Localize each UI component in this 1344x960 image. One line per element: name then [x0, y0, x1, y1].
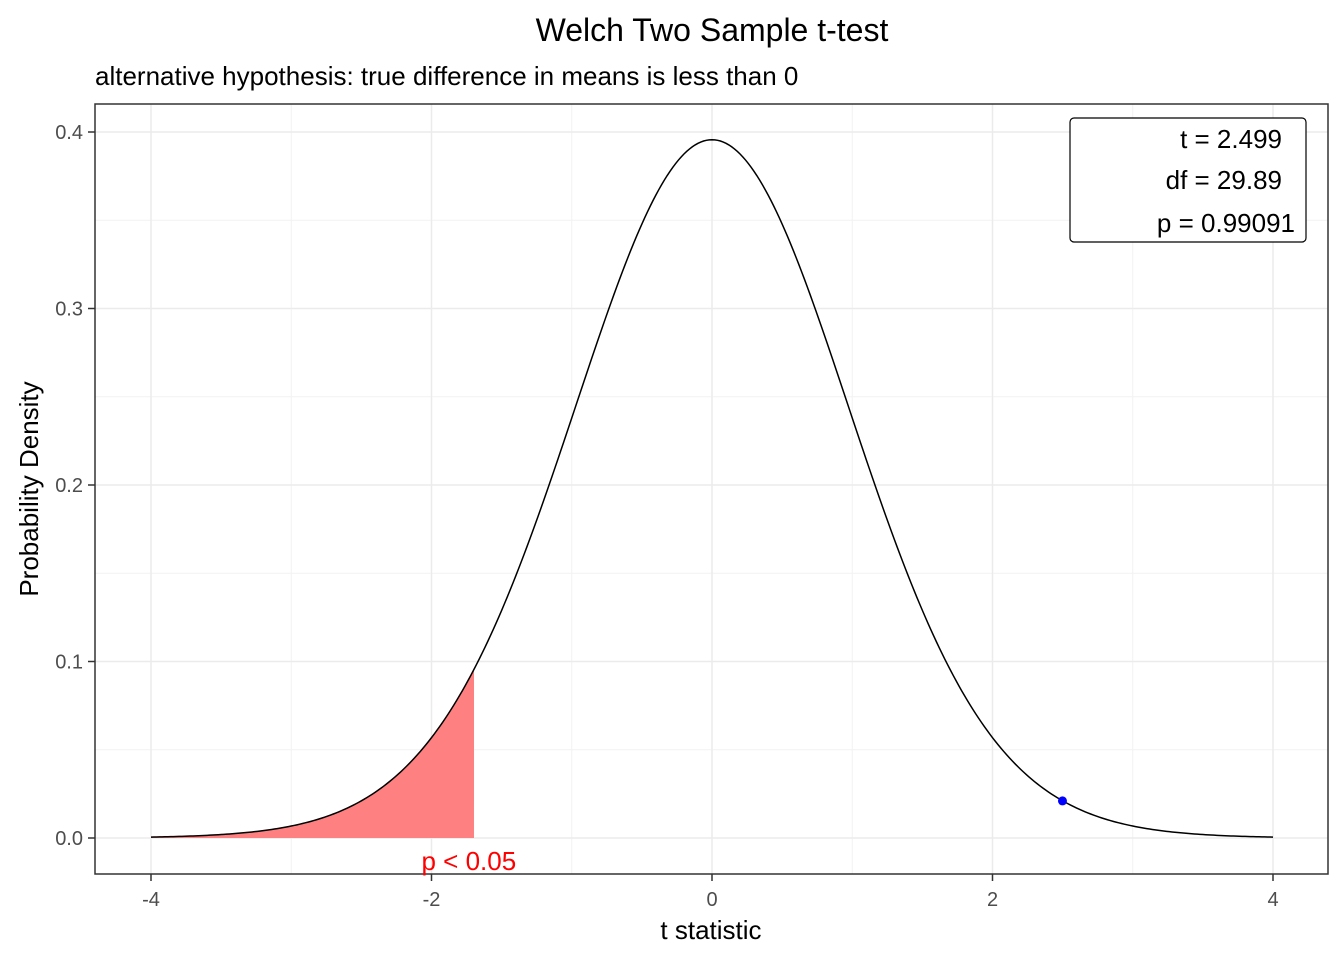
density-curve-layer: [150, 138, 1274, 838]
y-axis-title: Probability Density: [14, 381, 44, 596]
stats-t-value: t = 2.499: [1180, 124, 1282, 154]
stats-box: t = 2.499 df = 29.89 p = 0.99091: [1069, 117, 1307, 243]
y-axis-ticks: 0.0 0.1 0.2 0.3 0.4: [55, 122, 95, 850]
stats-box-frame: [1069, 117, 1307, 243]
rejection-region-area: [151, 669, 474, 838]
annotation-layer: p < 0.05: [422, 846, 517, 876]
x-tick-label: 4: [1267, 889, 1278, 911]
density-curve: [150, 138, 1274, 838]
y-tick-label: 0.0: [55, 828, 83, 850]
chart-subtitle: alternative hypothesis: true difference …: [95, 61, 798, 91]
x-axis-ticks: -4 -2 0 2 4: [142, 874, 1279, 911]
x-tick-label: -4: [142, 889, 160, 911]
rejection-region-layer: [151, 669, 474, 838]
x-tick-label: -2: [423, 889, 441, 911]
y-tick-label: 0.2: [55, 475, 83, 497]
chart-title: Welch Two Sample t-test: [536, 12, 889, 48]
stats-p-value: p = 0.99091: [1157, 208, 1295, 238]
rejection-region-label: p < 0.05: [422, 846, 517, 876]
observed-point-layer: [1057, 796, 1067, 806]
x-axis-title: t statistic: [660, 915, 761, 945]
x-tick-label: 0: [706, 889, 717, 911]
y-tick-label: 0.1: [55, 652, 83, 674]
y-tick-label: 0.3: [55, 299, 83, 321]
observed-t-point: [1057, 796, 1067, 806]
stats-df-value: df = 29.89: [1166, 165, 1282, 195]
y-tick-label: 0.4: [55, 122, 83, 144]
x-tick-label: 2: [987, 889, 998, 911]
